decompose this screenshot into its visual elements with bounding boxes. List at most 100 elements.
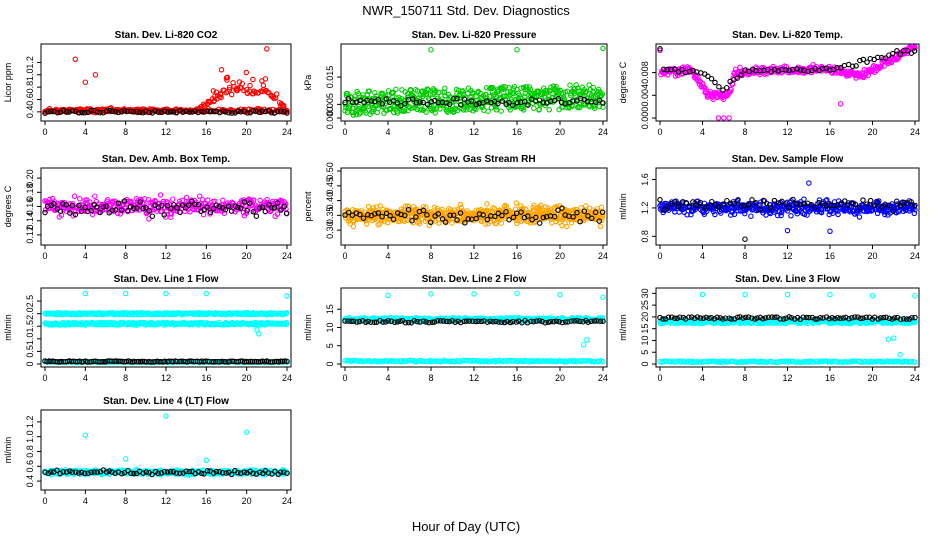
data-point <box>516 92 522 98</box>
data-point <box>204 108 211 115</box>
series-cyan-zero <box>342 357 606 365</box>
data-point <box>429 319 436 326</box>
panel-points <box>342 290 606 365</box>
data-point <box>693 202 700 209</box>
x-tick-label: 8 <box>428 127 433 137</box>
data-point <box>664 67 670 73</box>
data-point <box>284 293 290 299</box>
data-point <box>716 204 722 210</box>
data-point <box>185 202 192 208</box>
data-point <box>163 290 169 297</box>
x-tick-label: 4 <box>83 373 88 383</box>
data-point <box>210 206 217 212</box>
data-point <box>198 108 205 115</box>
data-point <box>217 109 223 116</box>
data-point <box>600 318 606 324</box>
data-point <box>551 318 557 325</box>
panel-title: Stan. Dev. Li-820 Pressure <box>412 30 537 41</box>
data-point <box>864 201 870 207</box>
data-point <box>499 98 505 104</box>
data-point <box>498 220 505 226</box>
data-point <box>262 108 268 115</box>
panel-points <box>342 200 606 230</box>
x-tick-label: 4 <box>385 251 390 261</box>
data-point <box>783 201 789 207</box>
data-point <box>454 217 460 223</box>
data-point <box>748 213 754 219</box>
data-point <box>161 108 168 114</box>
data-point <box>445 91 452 98</box>
data-point <box>463 318 470 324</box>
data-point <box>525 102 531 108</box>
data-point <box>749 66 756 73</box>
x-tick-label: 16 <box>825 127 835 137</box>
data-point <box>253 213 260 219</box>
series-black <box>42 358 290 365</box>
data-point <box>82 204 88 211</box>
data-point <box>599 91 606 97</box>
data-point <box>73 358 79 365</box>
data-point <box>657 197 663 203</box>
data-point <box>749 197 755 203</box>
data-point <box>42 110 48 116</box>
data-point <box>118 207 125 213</box>
panel-y-axis-label: kPa <box>303 75 313 91</box>
y-tick-label: 10 <box>325 322 335 332</box>
x-tick-label: 4 <box>700 251 705 261</box>
data-point <box>109 108 116 114</box>
data-point <box>598 217 605 224</box>
data-point <box>671 199 678 205</box>
y-tick-label: 0.45 <box>325 177 335 195</box>
data-point <box>545 319 552 325</box>
data-point <box>502 84 509 90</box>
data-point <box>103 203 109 210</box>
data-point <box>708 76 715 82</box>
data-point <box>490 85 496 91</box>
y-tick-label: 0.004 <box>640 84 650 107</box>
data-point <box>559 319 566 326</box>
data-point <box>264 46 270 52</box>
x-tick-label: 24 <box>282 127 292 137</box>
series-red <box>42 46 290 116</box>
data-point <box>715 115 722 121</box>
data-point <box>137 109 143 116</box>
y-tick-label: 0.12 <box>25 226 35 244</box>
x-tick-label: 20 <box>555 251 565 261</box>
data-point <box>484 319 491 325</box>
data-point <box>54 109 61 116</box>
data-point <box>146 216 152 222</box>
data-point <box>806 180 812 186</box>
data-point <box>911 210 918 217</box>
data-point <box>574 318 580 324</box>
data-point <box>274 211 281 217</box>
x-tick-label: 24 <box>598 251 608 261</box>
y-tick-label: 0 <box>325 361 335 366</box>
x-tick-label: 20 <box>555 127 565 137</box>
data-point <box>437 106 443 112</box>
data-point <box>281 358 288 364</box>
data-point <box>397 318 403 324</box>
data-point <box>574 104 581 111</box>
data-point <box>482 221 488 227</box>
data-point <box>540 99 546 106</box>
data-point <box>224 77 230 83</box>
data-point <box>661 206 667 213</box>
panel-stan-dev-amb-box-temp: Stan. Dev. Amb. Box Temp.degrees C0 4 8 12 1… <box>3 154 292 261</box>
data-point <box>439 206 445 213</box>
data-point <box>271 204 278 211</box>
data-point <box>672 66 678 72</box>
data-point <box>485 108 491 114</box>
data-point <box>597 223 604 230</box>
data-point <box>498 319 505 325</box>
data-point <box>425 87 431 93</box>
data-point <box>912 202 918 209</box>
data-point <box>818 209 825 216</box>
data-point <box>812 65 818 72</box>
y-tick-label: 0.5 <box>25 345 35 358</box>
x-tick-label: 4 <box>700 127 705 137</box>
data-point <box>218 91 224 98</box>
figure-x-axis-label: Hour of Day (UTC) <box>412 519 520 534</box>
